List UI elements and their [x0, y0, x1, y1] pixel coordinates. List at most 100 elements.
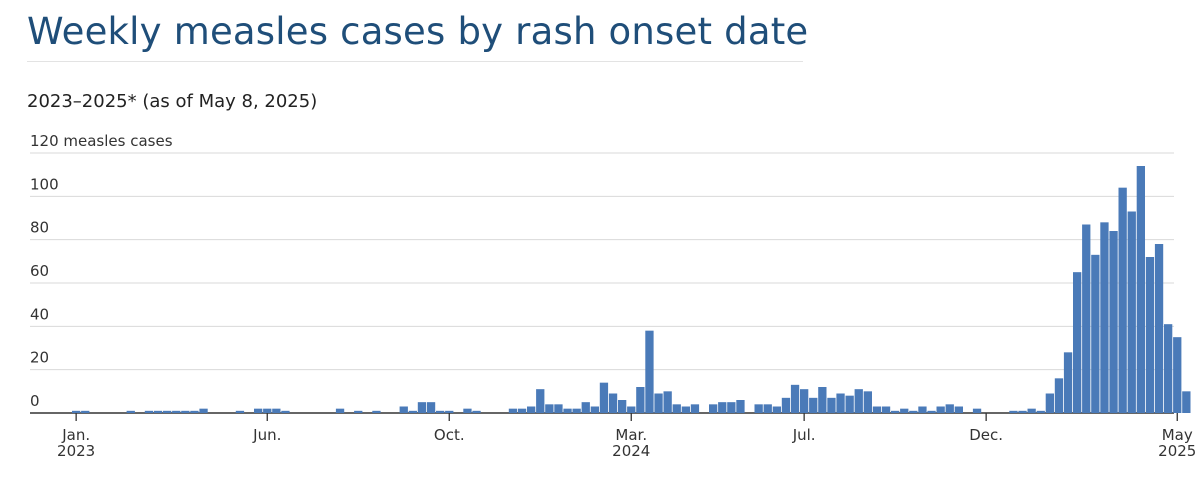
- bar-week-21: [263, 408, 272, 413]
- bar-week-53: [554, 404, 563, 413]
- bar-week-94: [927, 410, 936, 413]
- bar-week-91: [900, 408, 909, 413]
- bar-week-79: [790, 384, 800, 413]
- x-tick-label: Oct.: [434, 426, 465, 444]
- bar-week-78: [781, 397, 791, 413]
- bar-week-88: [872, 406, 882, 413]
- bar-week-43: [463, 408, 472, 413]
- bar-week-105: [1027, 408, 1036, 413]
- bar-week-81: [809, 397, 818, 413]
- bar-week-115: [1118, 187, 1127, 413]
- bar-week-86: [854, 389, 863, 413]
- bar-week-73: [736, 400, 745, 413]
- bar-week-10: [163, 410, 172, 413]
- bar-week-8: [144, 410, 154, 413]
- y-tick-label: 20: [30, 349, 49, 367]
- bar-week-0: [72, 410, 81, 413]
- y-axis: 0 20 40 60 80 100 120 measles cases: [30, 132, 173, 410]
- bar-week-67: [681, 406, 690, 413]
- bar-week-118: [1145, 257, 1155, 413]
- bar-week-48: [508, 408, 518, 413]
- bar-week-104: [1018, 410, 1027, 413]
- bar-week-39: [426, 402, 436, 413]
- bar-week-87: [863, 391, 872, 413]
- bar-week-44: [472, 410, 481, 413]
- bar-week-65: [663, 391, 672, 413]
- bar-week-75: [754, 404, 763, 413]
- chart-title: Weekly measles cases by rash onset date: [27, 10, 809, 53]
- bar-week-110: [1073, 272, 1082, 413]
- bar-week-111: [1082, 224, 1091, 413]
- bar-week-6: [126, 410, 135, 413]
- bar-week-95: [936, 406, 945, 413]
- y-tick-label: 40: [30, 305, 49, 323]
- bar-week-22: [272, 408, 281, 413]
- bar-week-72: [727, 402, 736, 413]
- bar-week-38: [417, 402, 427, 413]
- bar-week-122: [1182, 391, 1191, 413]
- bar-week-113: [1100, 222, 1109, 413]
- bar-week-57: [590, 406, 599, 413]
- bar-week-89: [881, 406, 891, 413]
- bar-week-13: [190, 410, 199, 413]
- grid-lines: [30, 152, 1174, 414]
- x-tick-label: May: [1162, 426, 1193, 444]
- bar-week-33: [372, 410, 381, 413]
- y-tick-label: 100: [30, 175, 59, 193]
- bar-week-55: [572, 408, 581, 413]
- bar-week-41: [445, 410, 454, 413]
- bar-week-64: [654, 393, 663, 413]
- bar-week-62: [636, 387, 645, 413]
- bar-week-112: [1091, 254, 1100, 413]
- bar-week-14: [199, 408, 208, 413]
- bar-week-36: [399, 406, 408, 413]
- bar-week-108: [1054, 378, 1064, 413]
- x-tick-label: Jun.: [252, 426, 281, 444]
- bar-week-54: [563, 408, 572, 413]
- chart-subtitle: 2023–2025* (as of May 8, 2025): [27, 91, 318, 112]
- bar-week-99: [972, 408, 982, 413]
- bar-week-52: [545, 404, 554, 413]
- bar-week-71: [718, 402, 727, 413]
- bar-week-63: [645, 330, 654, 413]
- bar-week-83: [827, 397, 836, 413]
- bar-week-61: [627, 406, 636, 413]
- bar-week-117: [1136, 166, 1145, 413]
- bar-week-18: [235, 410, 245, 413]
- bar-week-85: [845, 395, 854, 413]
- bar-week-92: [909, 410, 918, 413]
- bar-week-109: [1063, 352, 1073, 413]
- bar-week-50: [527, 406, 536, 413]
- bar-week-77: [772, 406, 781, 413]
- bar-week-120: [1164, 324, 1173, 413]
- bar-week-40: [436, 410, 445, 413]
- bar-week-68: [690, 404, 700, 413]
- bar-week-114: [1109, 231, 1118, 413]
- bar-week-76: [763, 404, 772, 413]
- x-tick-year-label: 2023: [57, 442, 95, 460]
- bar-week-70: [709, 404, 718, 413]
- bar-week-84: [836, 393, 845, 413]
- bar-week-11: [172, 410, 181, 413]
- y-tick-label: 120 measles cases: [30, 132, 173, 150]
- bar-week-80: [800, 389, 809, 413]
- bar-week-119: [1154, 244, 1164, 413]
- bar-week-12: [181, 410, 190, 413]
- bar-week-58: [599, 382, 609, 413]
- x-tick-year-label: 2025: [1158, 442, 1196, 460]
- bar-week-23: [281, 410, 290, 413]
- bar-week-97: [954, 406, 963, 413]
- bar-week-93: [918, 406, 927, 413]
- bar-week-1: [81, 410, 90, 413]
- bar-week-103: [1009, 410, 1018, 413]
- bar-week-20: [254, 408, 263, 413]
- bar-week-51: [536, 389, 545, 413]
- x-tick-label: Mar.: [615, 426, 647, 444]
- bar-week-90: [891, 410, 900, 413]
- bar-week-121: [1173, 337, 1182, 413]
- bar-week-29: [335, 408, 345, 413]
- y-tick-label: 60: [30, 262, 49, 280]
- x-tick-label: Jul.: [792, 426, 816, 444]
